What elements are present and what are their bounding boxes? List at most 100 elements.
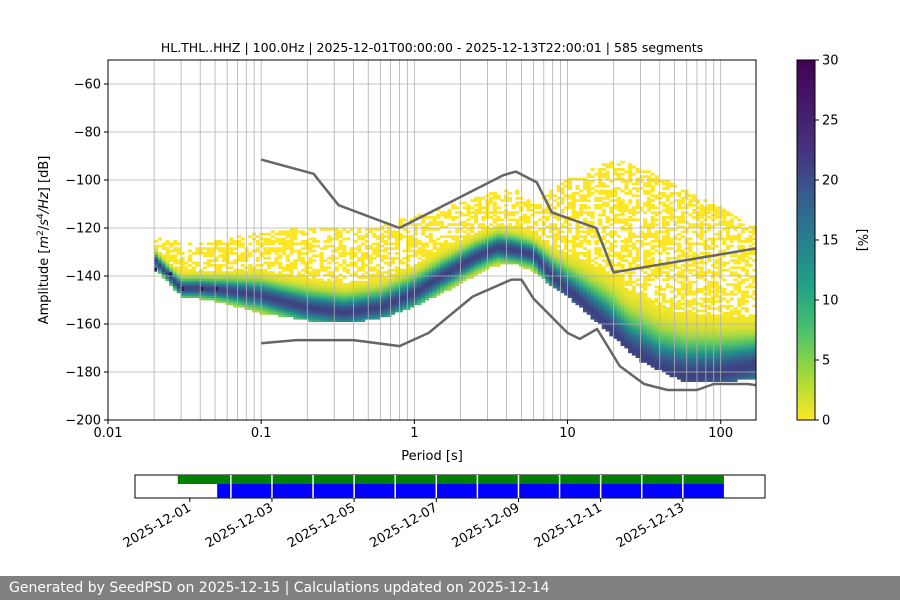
psd-cell bbox=[421, 242, 426, 246]
psd-cell bbox=[594, 304, 599, 308]
psd-cell bbox=[492, 225, 497, 229]
psd-cell bbox=[661, 300, 667, 303]
psd-cell bbox=[248, 264, 253, 267]
psd-cell bbox=[710, 307, 716, 310]
psd-cell bbox=[722, 352, 727, 356]
psd-cell bbox=[308, 297, 313, 301]
psd-cell bbox=[590, 216, 595, 219]
psd-cell bbox=[473, 242, 479, 246]
psd-cell bbox=[236, 302, 242, 306]
psd-cell bbox=[496, 247, 501, 250]
psd-cell bbox=[673, 333, 678, 337]
psd-cell bbox=[594, 309, 599, 313]
psd-cell bbox=[601, 182, 606, 186]
psd-cell bbox=[680, 252, 685, 255]
psd-cell bbox=[609, 199, 614, 202]
psd-cell bbox=[722, 340, 727, 344]
psd-cell bbox=[661, 194, 667, 198]
psd-cell bbox=[398, 309, 403, 313]
psd-cell bbox=[586, 175, 591, 178]
psd-cell bbox=[616, 235, 621, 238]
psd-cell bbox=[289, 261, 294, 265]
psd-cell bbox=[376, 295, 381, 298]
psd-cell bbox=[199, 249, 204, 253]
psd-cell bbox=[710, 237, 716, 241]
psd-cell bbox=[364, 264, 369, 267]
psd-cell bbox=[312, 304, 317, 308]
psd-cell bbox=[345, 237, 351, 241]
psd-cell bbox=[530, 249, 535, 253]
psd-cell bbox=[432, 290, 437, 294]
psd-cell bbox=[218, 268, 223, 272]
psd-cell bbox=[477, 266, 482, 270]
psd-cell bbox=[372, 249, 377, 253]
psd-cell bbox=[421, 225, 426, 229]
psd-cell bbox=[722, 213, 727, 217]
psd-cell bbox=[624, 319, 629, 322]
psd-cell bbox=[613, 285, 618, 289]
psd-cell bbox=[387, 271, 392, 274]
psd-cell bbox=[372, 309, 377, 313]
psd-cell bbox=[409, 271, 415, 274]
psd-cell bbox=[278, 256, 283, 260]
psd-cell bbox=[564, 247, 569, 250]
psd-cell bbox=[624, 242, 629, 246]
psd-cell bbox=[575, 290, 580, 294]
psd-cell bbox=[564, 280, 569, 284]
psd-cell bbox=[594, 196, 599, 200]
psd-cell bbox=[387, 309, 392, 313]
psd-cell bbox=[481, 256, 486, 260]
psd-cell bbox=[665, 300, 670, 303]
psd-cell bbox=[699, 208, 704, 212]
psd-cell bbox=[714, 331, 719, 334]
psd-cell bbox=[549, 280, 554, 284]
psd-cell bbox=[601, 192, 606, 195]
psd-cell bbox=[206, 290, 211, 294]
psd-cell bbox=[477, 242, 482, 246]
psd-cell bbox=[266, 300, 272, 303]
psd-cell bbox=[526, 247, 531, 250]
psd-cell bbox=[707, 352, 712, 356]
psd-cell bbox=[387, 292, 392, 296]
psd-cell bbox=[206, 276, 211, 279]
psd-cell bbox=[383, 309, 388, 313]
psd-cell bbox=[598, 283, 603, 286]
psd-cell bbox=[417, 247, 422, 250]
psd-cell bbox=[312, 273, 317, 277]
psd-cell bbox=[289, 290, 294, 294]
psd-cell bbox=[635, 254, 640, 258]
psd-cell bbox=[556, 218, 561, 222]
psd-cell bbox=[515, 196, 520, 200]
psd-cell bbox=[172, 259, 178, 262]
psd-cell bbox=[304, 266, 309, 270]
psd-cell bbox=[240, 285, 245, 289]
psd-cell bbox=[206, 247, 211, 250]
psd-cell bbox=[327, 297, 332, 301]
psd-cell bbox=[620, 244, 625, 248]
psd-cell bbox=[571, 177, 576, 181]
psd-cell bbox=[677, 304, 682, 308]
psd-cell bbox=[646, 261, 652, 265]
psd-cell bbox=[361, 297, 366, 301]
psd-cell bbox=[624, 336, 629, 339]
psd-cell bbox=[394, 252, 400, 255]
psd-cell bbox=[466, 247, 471, 250]
psd-cell bbox=[650, 278, 655, 282]
psd-cell bbox=[699, 364, 704, 368]
psd-cell bbox=[609, 331, 614, 334]
psd-cell bbox=[342, 319, 347, 322]
psd-cell bbox=[699, 355, 704, 358]
psd-cell bbox=[613, 220, 618, 224]
psd-cell bbox=[598, 223, 603, 226]
psd-cell bbox=[496, 194, 501, 198]
psd-cell bbox=[646, 331, 652, 334]
psd-cell bbox=[398, 302, 403, 306]
psd-cell bbox=[481, 266, 486, 270]
psd-cell bbox=[466, 252, 471, 255]
psd-cell bbox=[342, 276, 347, 279]
psd-cell bbox=[500, 199, 505, 202]
psd-cell bbox=[620, 204, 625, 207]
psd-cell bbox=[571, 199, 576, 202]
psd-cell bbox=[315, 309, 321, 313]
psd-cell bbox=[624, 300, 629, 303]
